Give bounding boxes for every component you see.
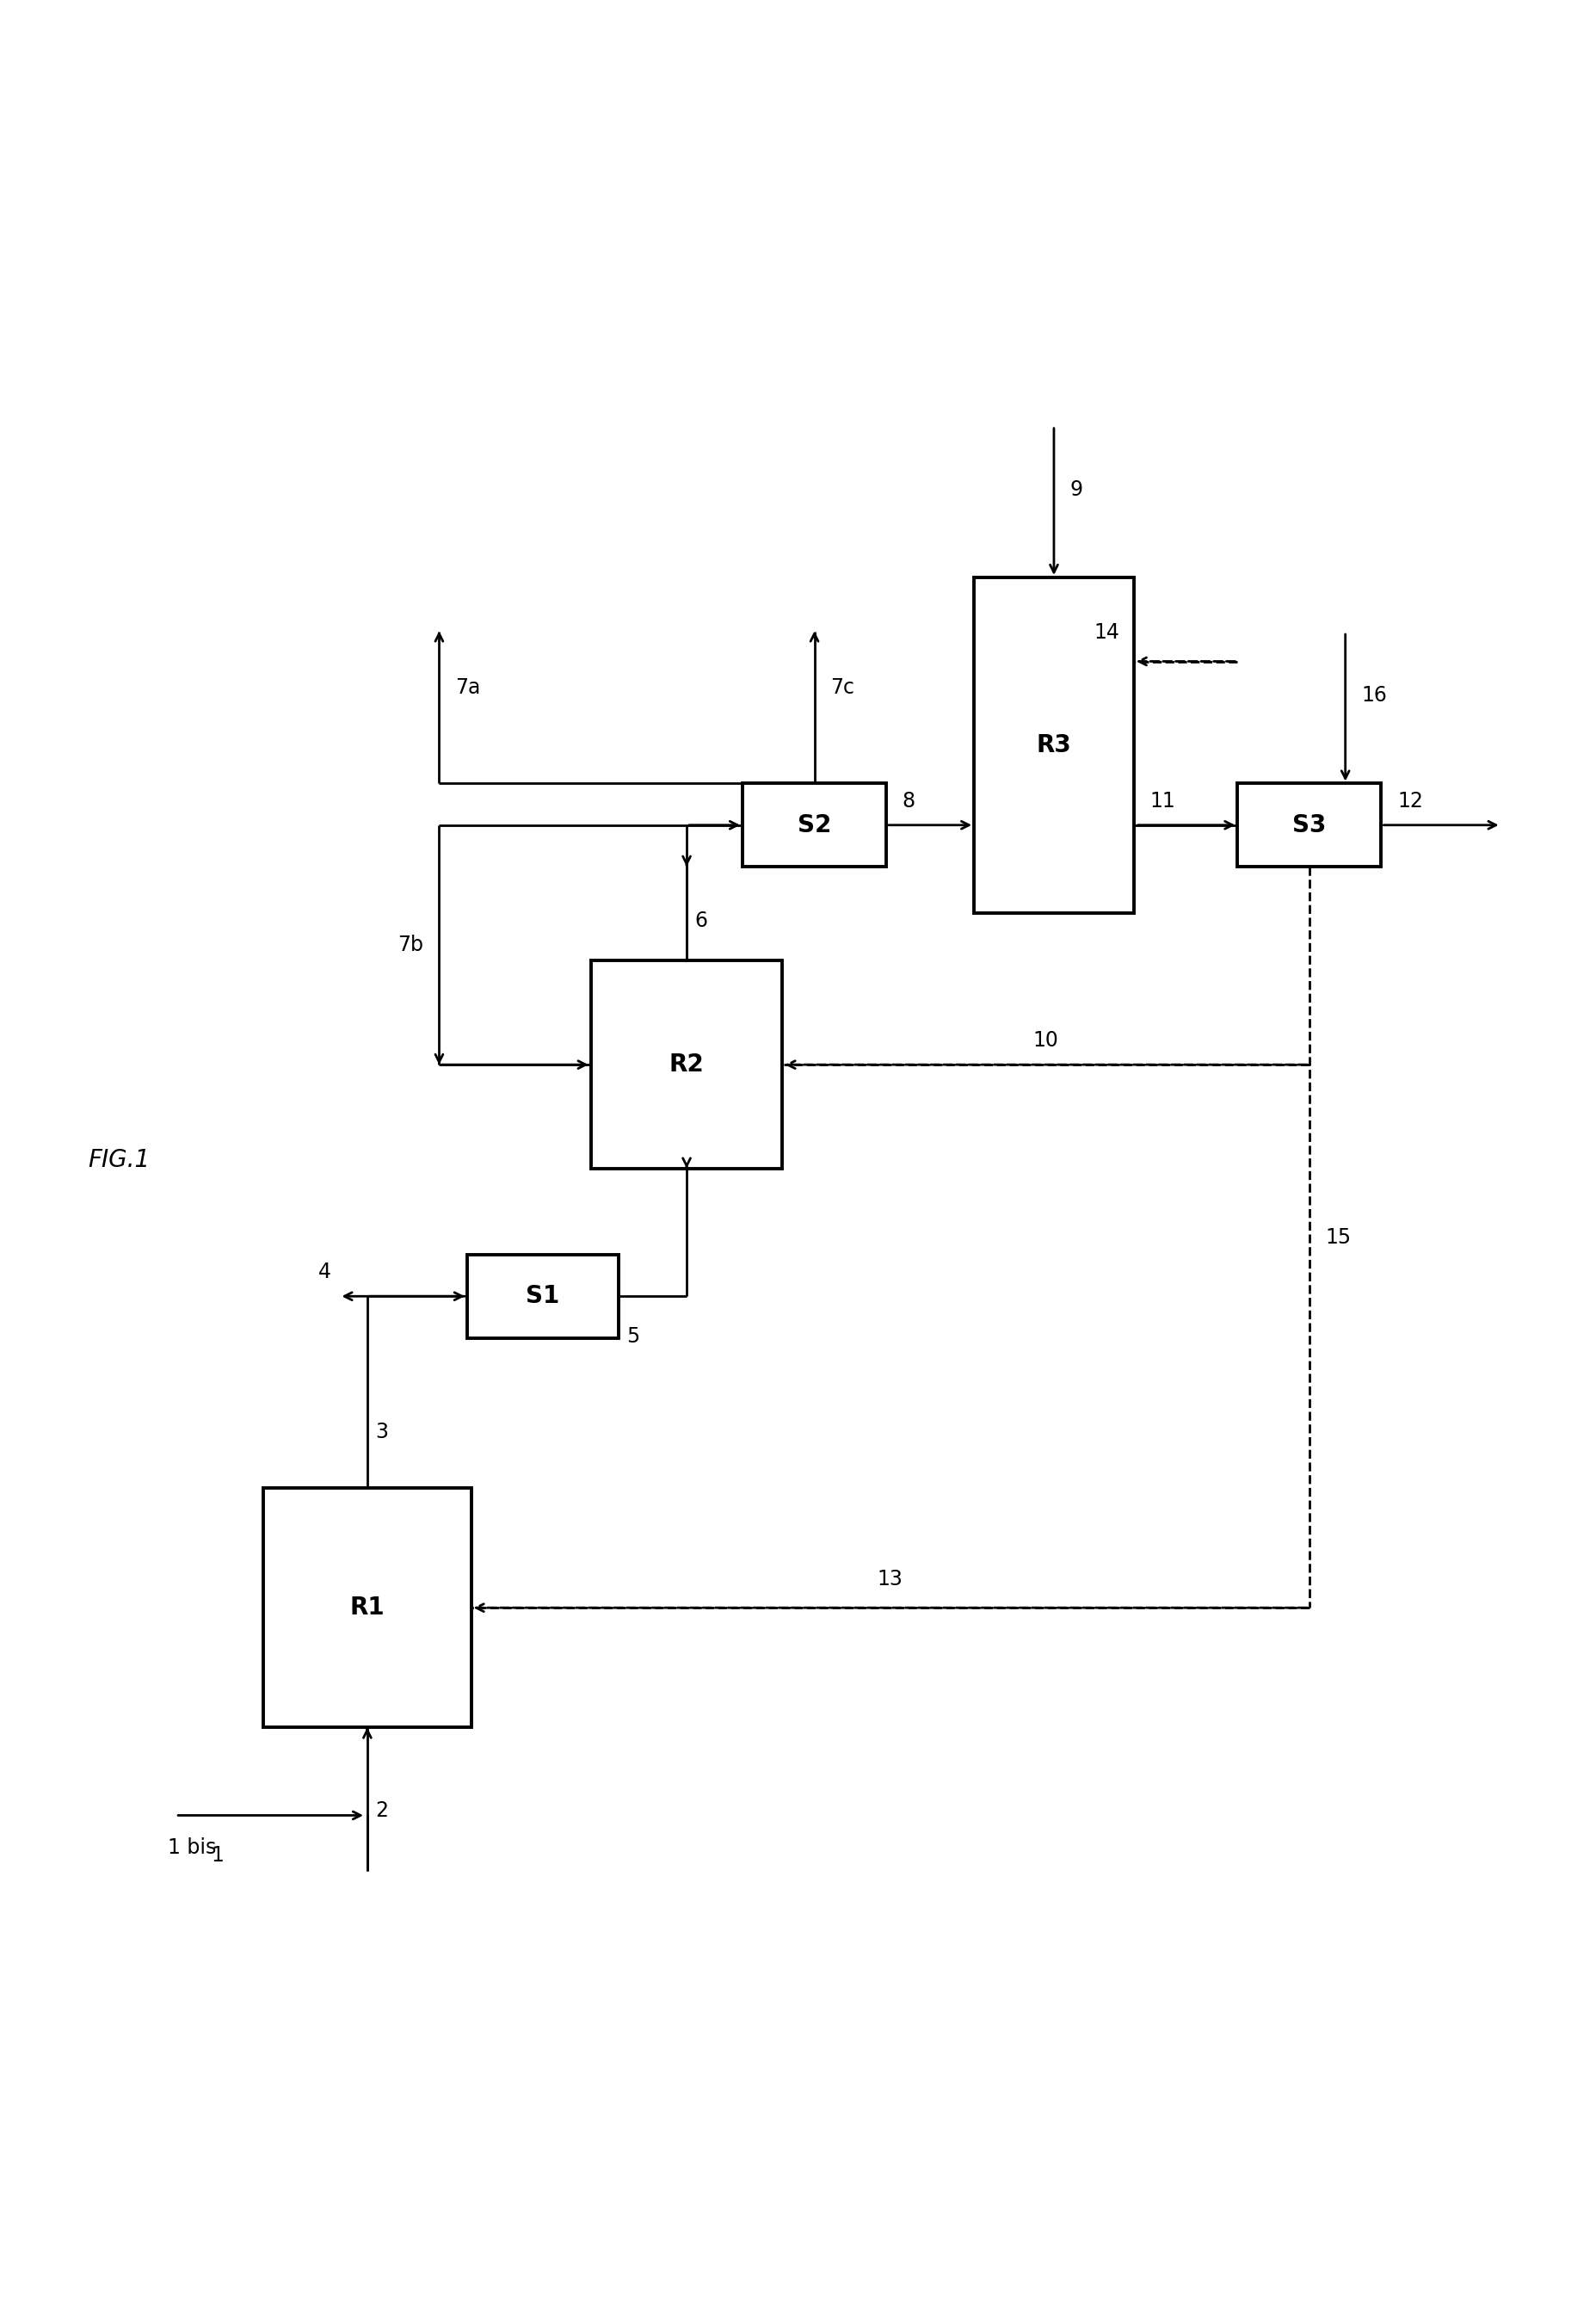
Text: 11: 11: [1149, 791, 1175, 812]
Bar: [974, 578, 1133, 912]
Text: 7a: 7a: [455, 678, 480, 699]
Text: 16: 16: [1360, 685, 1387, 706]
Text: 8: 8: [902, 791, 915, 812]
Text: 15: 15: [1325, 1228, 1350, 1246]
Text: 10: 10: [1033, 1031, 1058, 1051]
Text: S2: S2: [796, 812, 832, 838]
Text: 14: 14: [1093, 622, 1119, 643]
Text: 7c: 7c: [830, 678, 854, 699]
Text: R1: R1: [350, 1595, 385, 1620]
Text: 4: 4: [318, 1263, 332, 1284]
Text: 12: 12: [1396, 791, 1422, 812]
Bar: [466, 1256, 619, 1337]
Text: 9: 9: [1069, 480, 1082, 499]
Text: S3: S3: [1291, 812, 1326, 838]
Bar: [591, 961, 782, 1167]
Text: R3: R3: [1036, 733, 1071, 757]
Text: R2: R2: [669, 1054, 704, 1077]
Text: 13: 13: [876, 1569, 903, 1590]
Text: 1 bis: 1 bis: [168, 1836, 215, 1857]
Text: 3: 3: [375, 1423, 388, 1441]
Text: S1: S1: [525, 1284, 560, 1309]
Text: 7b: 7b: [397, 935, 423, 956]
Bar: [263, 1488, 471, 1727]
Text: 1: 1: [211, 1845, 223, 1866]
Text: 6: 6: [694, 910, 707, 931]
Text: FIG.1: FIG.1: [88, 1149, 150, 1172]
Bar: [1237, 784, 1381, 866]
Text: 5: 5: [626, 1325, 640, 1346]
Bar: [742, 784, 886, 866]
Text: 2: 2: [375, 1801, 388, 1822]
